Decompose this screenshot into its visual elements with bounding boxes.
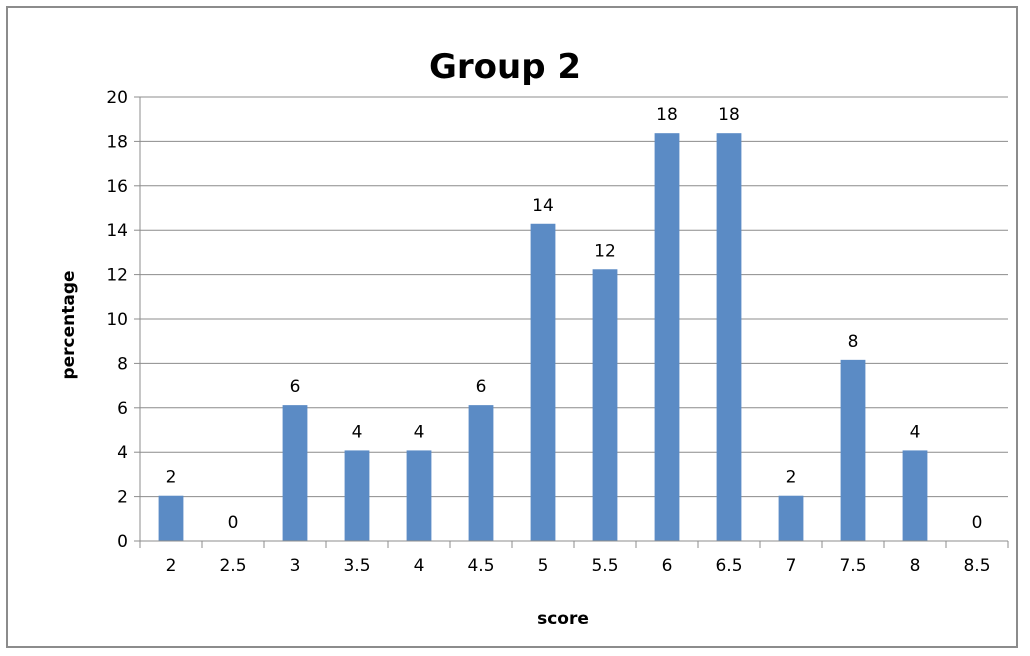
data-label: 6 (476, 377, 487, 397)
x-tick-label: 2.5 (219, 556, 246, 576)
bar (406, 450, 432, 541)
y-axis-title: percentage (59, 270, 79, 379)
x-tick-label: 6.5 (715, 556, 742, 576)
chart-title: Group 2 (429, 47, 581, 87)
data-label: 4 (910, 422, 921, 442)
y-tick-label: 0 (117, 532, 128, 552)
y-tick-labels: 0 2 4 6 8 10 12 14 16 18 20 (106, 88, 128, 552)
bars (158, 133, 928, 541)
x-tick-label: 3 (290, 556, 301, 576)
axes (134, 96, 1009, 548)
x-axis-title: score (537, 609, 589, 629)
chart-frame: Group 2 percentage score 2 0 6 4 4 6 14 12 18 18 2… (6, 6, 1018, 648)
y-tick-label: 18 (106, 132, 128, 152)
data-label: 14 (532, 196, 554, 216)
bar (468, 405, 494, 541)
y-tick-label: 10 (106, 310, 128, 330)
x-tick-labels: 2 2.5 3 3.5 4 4.5 5 5.5 6 6.5 7 7.5 8 8.5 (166, 556, 991, 576)
data-label: 18 (656, 105, 678, 125)
bar (778, 495, 804, 541)
bar (344, 450, 370, 541)
y-tick-label: 4 (117, 443, 128, 463)
y-tick-label: 12 (106, 266, 128, 286)
bar (158, 495, 184, 541)
bar (716, 133, 742, 541)
data-label: 4 (352, 422, 363, 442)
x-tick-label: 7.5 (839, 556, 866, 576)
x-tick-label: 6 (662, 556, 673, 576)
data-label: 12 (594, 241, 616, 261)
x-tick-label: 7 (786, 556, 797, 576)
bar (530, 223, 556, 541)
x-tick-label: 5.5 (591, 556, 618, 576)
data-label: 8 (848, 332, 859, 352)
data-label: 0 (228, 513, 239, 533)
y-tick-label: 6 (117, 399, 128, 419)
x-tick-label: 8.5 (963, 556, 990, 576)
y-tick-label: 16 (106, 177, 128, 197)
y-tick-label: 2 (117, 488, 128, 508)
y-tick-label: 14 (106, 221, 128, 241)
bar (282, 405, 308, 541)
x-tick-label: 2 (166, 556, 177, 576)
y-tick-label: 20 (106, 88, 128, 108)
data-label: 18 (718, 105, 740, 125)
data-label: 6 (290, 377, 301, 397)
data-label: 2 (166, 468, 177, 488)
data-labels: 2 0 6 4 4 6 14 12 18 18 2 8 4 0 (166, 105, 983, 533)
x-tick-label: 8 (910, 556, 921, 576)
data-label: 2 (786, 468, 797, 488)
bar (840, 359, 866, 541)
x-tick-label: 4.5 (467, 556, 494, 576)
data-label: 4 (414, 422, 425, 442)
bar (654, 133, 680, 541)
x-tick-label: 4 (414, 556, 425, 576)
y-tick-label: 8 (117, 354, 128, 374)
data-label: 0 (972, 513, 983, 533)
gridlines (140, 96, 1008, 498)
x-tick-label: 5 (538, 556, 549, 576)
bar (902, 450, 928, 541)
x-tick-label: 3.5 (343, 556, 370, 576)
bar (592, 269, 618, 541)
